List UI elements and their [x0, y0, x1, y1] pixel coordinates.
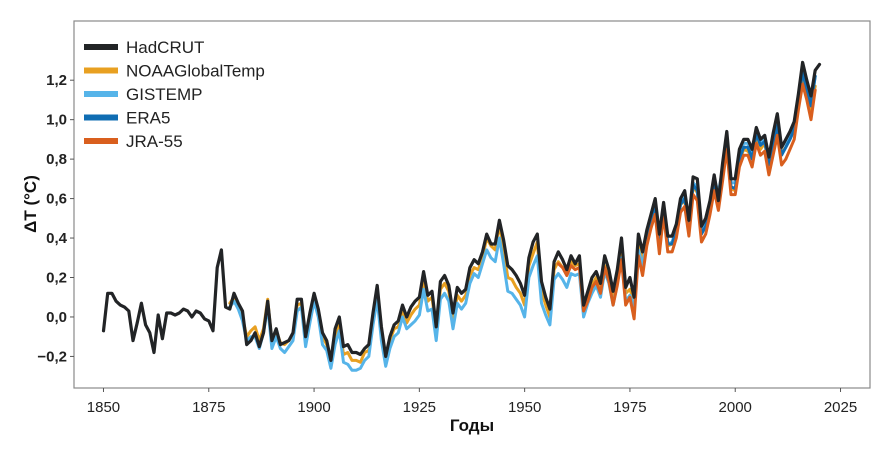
y-tick-label: 0,2 — [46, 270, 67, 287]
y-tick-label: 1,0 — [46, 112, 67, 129]
x-tick-label: 1875 — [192, 399, 225, 416]
legend-label: GISTEMP — [126, 85, 203, 104]
y-tick-label: 0,0 — [46, 309, 67, 326]
legend: HadCRUT NOAAGlobalTemp GISTEMP ERA5 JRA-55 — [84, 38, 265, 151]
x-tick-label: 1850 — [87, 399, 120, 416]
series-layer — [101, 60, 822, 372]
legend-swatch — [84, 114, 118, 121]
y-tick-label: −0,2 — [37, 348, 67, 365]
x-tick-label: 1900 — [297, 399, 330, 416]
y-tick-label: 1,2 — [46, 72, 67, 89]
x-axis: 1850 1875 1900 1925 1950 1975 2000 2025 — [87, 388, 857, 416]
legend-swatch — [84, 67, 118, 74]
x-tick-label: 2000 — [719, 399, 752, 416]
x-tick-label: 2025 — [824, 399, 857, 416]
legend-item-hadcrut: HadCRUT — [84, 38, 204, 57]
x-tick-label: 1925 — [403, 399, 436, 416]
y-tick-label: 0,6 — [46, 191, 67, 208]
x-tick-label: 1950 — [508, 399, 541, 416]
legend-item-era5: ERA5 — [84, 109, 170, 128]
series-line-jra-55 — [556, 82, 817, 321]
legend-label: ERA5 — [126, 109, 170, 128]
legend-label: HadCRUT — [126, 38, 204, 57]
plot-frame — [73, 20, 871, 389]
x-axis-title: Годы — [450, 416, 494, 435]
legend-label: JRA-55 — [126, 132, 183, 151]
y-tick-label: 0,8 — [46, 151, 67, 168]
legend-swatch — [84, 44, 118, 50]
x-tick-label: 1975 — [613, 399, 646, 416]
legend-label: NOAAGlobalTemp — [126, 62, 265, 81]
series-line-hadcrut — [101, 60, 822, 362]
y-axis: −0,2 0,0 0,2 0,4 0,6 0,8 1,0 1,2 — [37, 72, 74, 365]
legend-item-jra-55: JRA-55 — [84, 132, 183, 151]
legend-swatch — [84, 91, 118, 97]
legend-swatch — [84, 138, 118, 144]
legend-item-noaaglobaltemp: NOAAGlobalTemp — [84, 62, 265, 81]
y-axis-title: ΔT (°C) — [21, 175, 40, 233]
legend-item-gistemp: GISTEMP — [84, 85, 203, 104]
y-tick-label: 0,4 — [46, 230, 68, 247]
